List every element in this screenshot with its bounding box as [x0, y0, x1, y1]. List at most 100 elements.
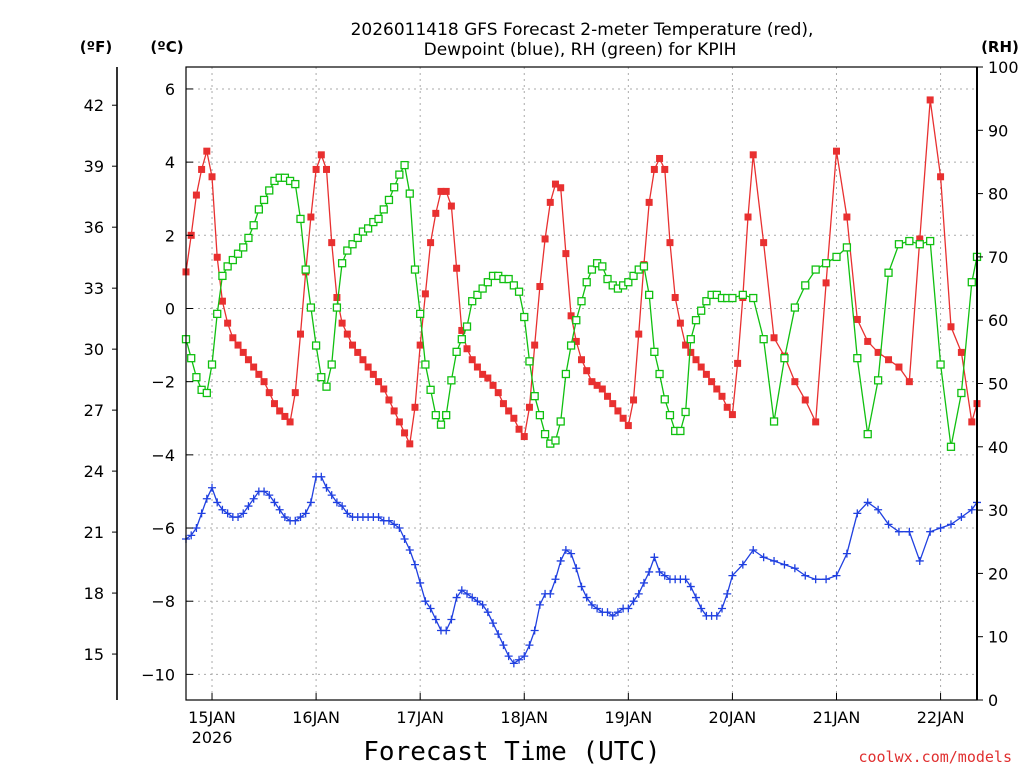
2-meter-temperature-point [687, 348, 695, 356]
dewpoint-point [457, 586, 466, 595]
2-meter-temperature-point [957, 348, 965, 356]
rh-point [530, 392, 539, 401]
dewpoint-point [478, 600, 487, 609]
credit-text: coolwx.com/models [858, 748, 1012, 766]
chart-title-line2: Dewpoint (blue), RH (green) for KPIH [424, 40, 737, 60]
celsius-unit-label: (ºC) [150, 38, 183, 56]
rh-point [957, 388, 966, 398]
rh-point [374, 214, 383, 224]
2-meter-temperature-point [734, 359, 742, 367]
rh-point [379, 205, 388, 214]
fahrenheit-tick-label: 27 [84, 401, 104, 420]
dewpoint-point [577, 582, 586, 591]
dewpoint-point [822, 575, 831, 584]
dewpoint-point [265, 491, 274, 500]
celsius-tick-label: −2 [151, 373, 175, 392]
x-tick-label: 15JAN [188, 708, 236, 727]
rh-point [572, 316, 581, 325]
2-meter-temperature-point [546, 198, 554, 206]
2-meter-temperature-point [968, 418, 976, 426]
rh-point [327, 360, 336, 369]
2-meter-temperature-point [499, 400, 507, 408]
dewpoint-point [187, 531, 196, 540]
rh-point [457, 335, 466, 344]
rh-point [759, 335, 768, 344]
dewpoint-point [338, 502, 347, 511]
dewpoint-point [213, 498, 222, 507]
dewpoint-point [390, 520, 399, 529]
dewpoint-point [967, 505, 976, 514]
rh-point [582, 278, 591, 287]
2-meter-temperature-point [656, 154, 664, 162]
2-meter-temperature-point [832, 147, 840, 155]
2-meter-temperature-point [791, 378, 799, 386]
dewpoint-point [489, 619, 498, 628]
dewpoint-point [728, 571, 737, 580]
2-meter-temperature-point [406, 440, 414, 448]
2-meter-temperature-point [296, 330, 304, 338]
2-meter-temperature-point [525, 403, 533, 411]
dewpoint-point [546, 589, 555, 598]
2-meter-temperature-point [905, 378, 913, 386]
celsius-tick-label: 0 [165, 299, 175, 318]
2-meter-temperature-point [713, 385, 721, 393]
2-meter-temperature-point [255, 370, 263, 378]
rh-point [353, 233, 362, 243]
2-meter-temperature-point [604, 392, 612, 400]
2-meter-temperature-point [505, 407, 513, 415]
x-tick-label: 17JAN [396, 708, 444, 727]
2-meter-temperature-point [728, 411, 736, 419]
dewpoint-point [660, 571, 669, 580]
dewpoint-point [853, 509, 862, 518]
dewpoint-point [718, 604, 727, 613]
dewpoint-point [655, 567, 664, 576]
dewpoint-point [384, 516, 393, 525]
2-meter-temperature-point [702, 370, 710, 378]
dewpoint-point [691, 593, 700, 602]
2-meter-temperature-point [333, 294, 341, 302]
dewpoint-point [582, 593, 591, 602]
dewpoint-point [525, 641, 534, 650]
rh-point [218, 271, 227, 281]
rh-point [905, 236, 914, 246]
rh-point [577, 297, 586, 306]
dewpoint-point [395, 524, 404, 533]
rh-point [213, 309, 222, 319]
dewpoint-point [645, 567, 654, 576]
rh-point [249, 221, 258, 230]
dewpoint-point [650, 553, 659, 562]
2-meter-temperature-point [541, 235, 549, 243]
dewpoint-point [587, 600, 596, 609]
2-meter-temperature-point [635, 330, 643, 338]
dewpoint-point [759, 553, 768, 562]
dewpoint-point [915, 556, 924, 565]
rh-point [390, 183, 399, 192]
celsius-tick-label: −6 [151, 519, 175, 538]
dewpoint-point [936, 524, 945, 533]
rh-point [187, 354, 196, 363]
rh-point [343, 246, 352, 255]
rh-point [645, 290, 654, 300]
rh-point [873, 376, 883, 385]
rh-point [447, 376, 456, 385]
dewpoint-point [426, 604, 435, 613]
dewpoint-point [681, 575, 690, 584]
dewpoint-point [629, 597, 638, 606]
dewpoint-point [322, 483, 331, 492]
2-meter-temperature-point [369, 370, 377, 378]
rh-point [655, 369, 664, 379]
2-meter-temperature-point [916, 235, 924, 243]
2-meter-temperature-point [593, 381, 601, 389]
2-meter-temperature-point [281, 412, 289, 420]
rh-point [842, 243, 852, 252]
dewpoint-point [296, 513, 305, 522]
fahrenheit-tick-label: 21 [84, 523, 104, 542]
dewpoint-point [567, 549, 576, 558]
dewpoint-point [431, 615, 440, 624]
dewpoint-point [499, 641, 508, 650]
dewpoint-point [790, 564, 799, 573]
dewpoint-point [343, 509, 352, 518]
rh-point [431, 410, 440, 420]
rh-point [322, 382, 331, 391]
